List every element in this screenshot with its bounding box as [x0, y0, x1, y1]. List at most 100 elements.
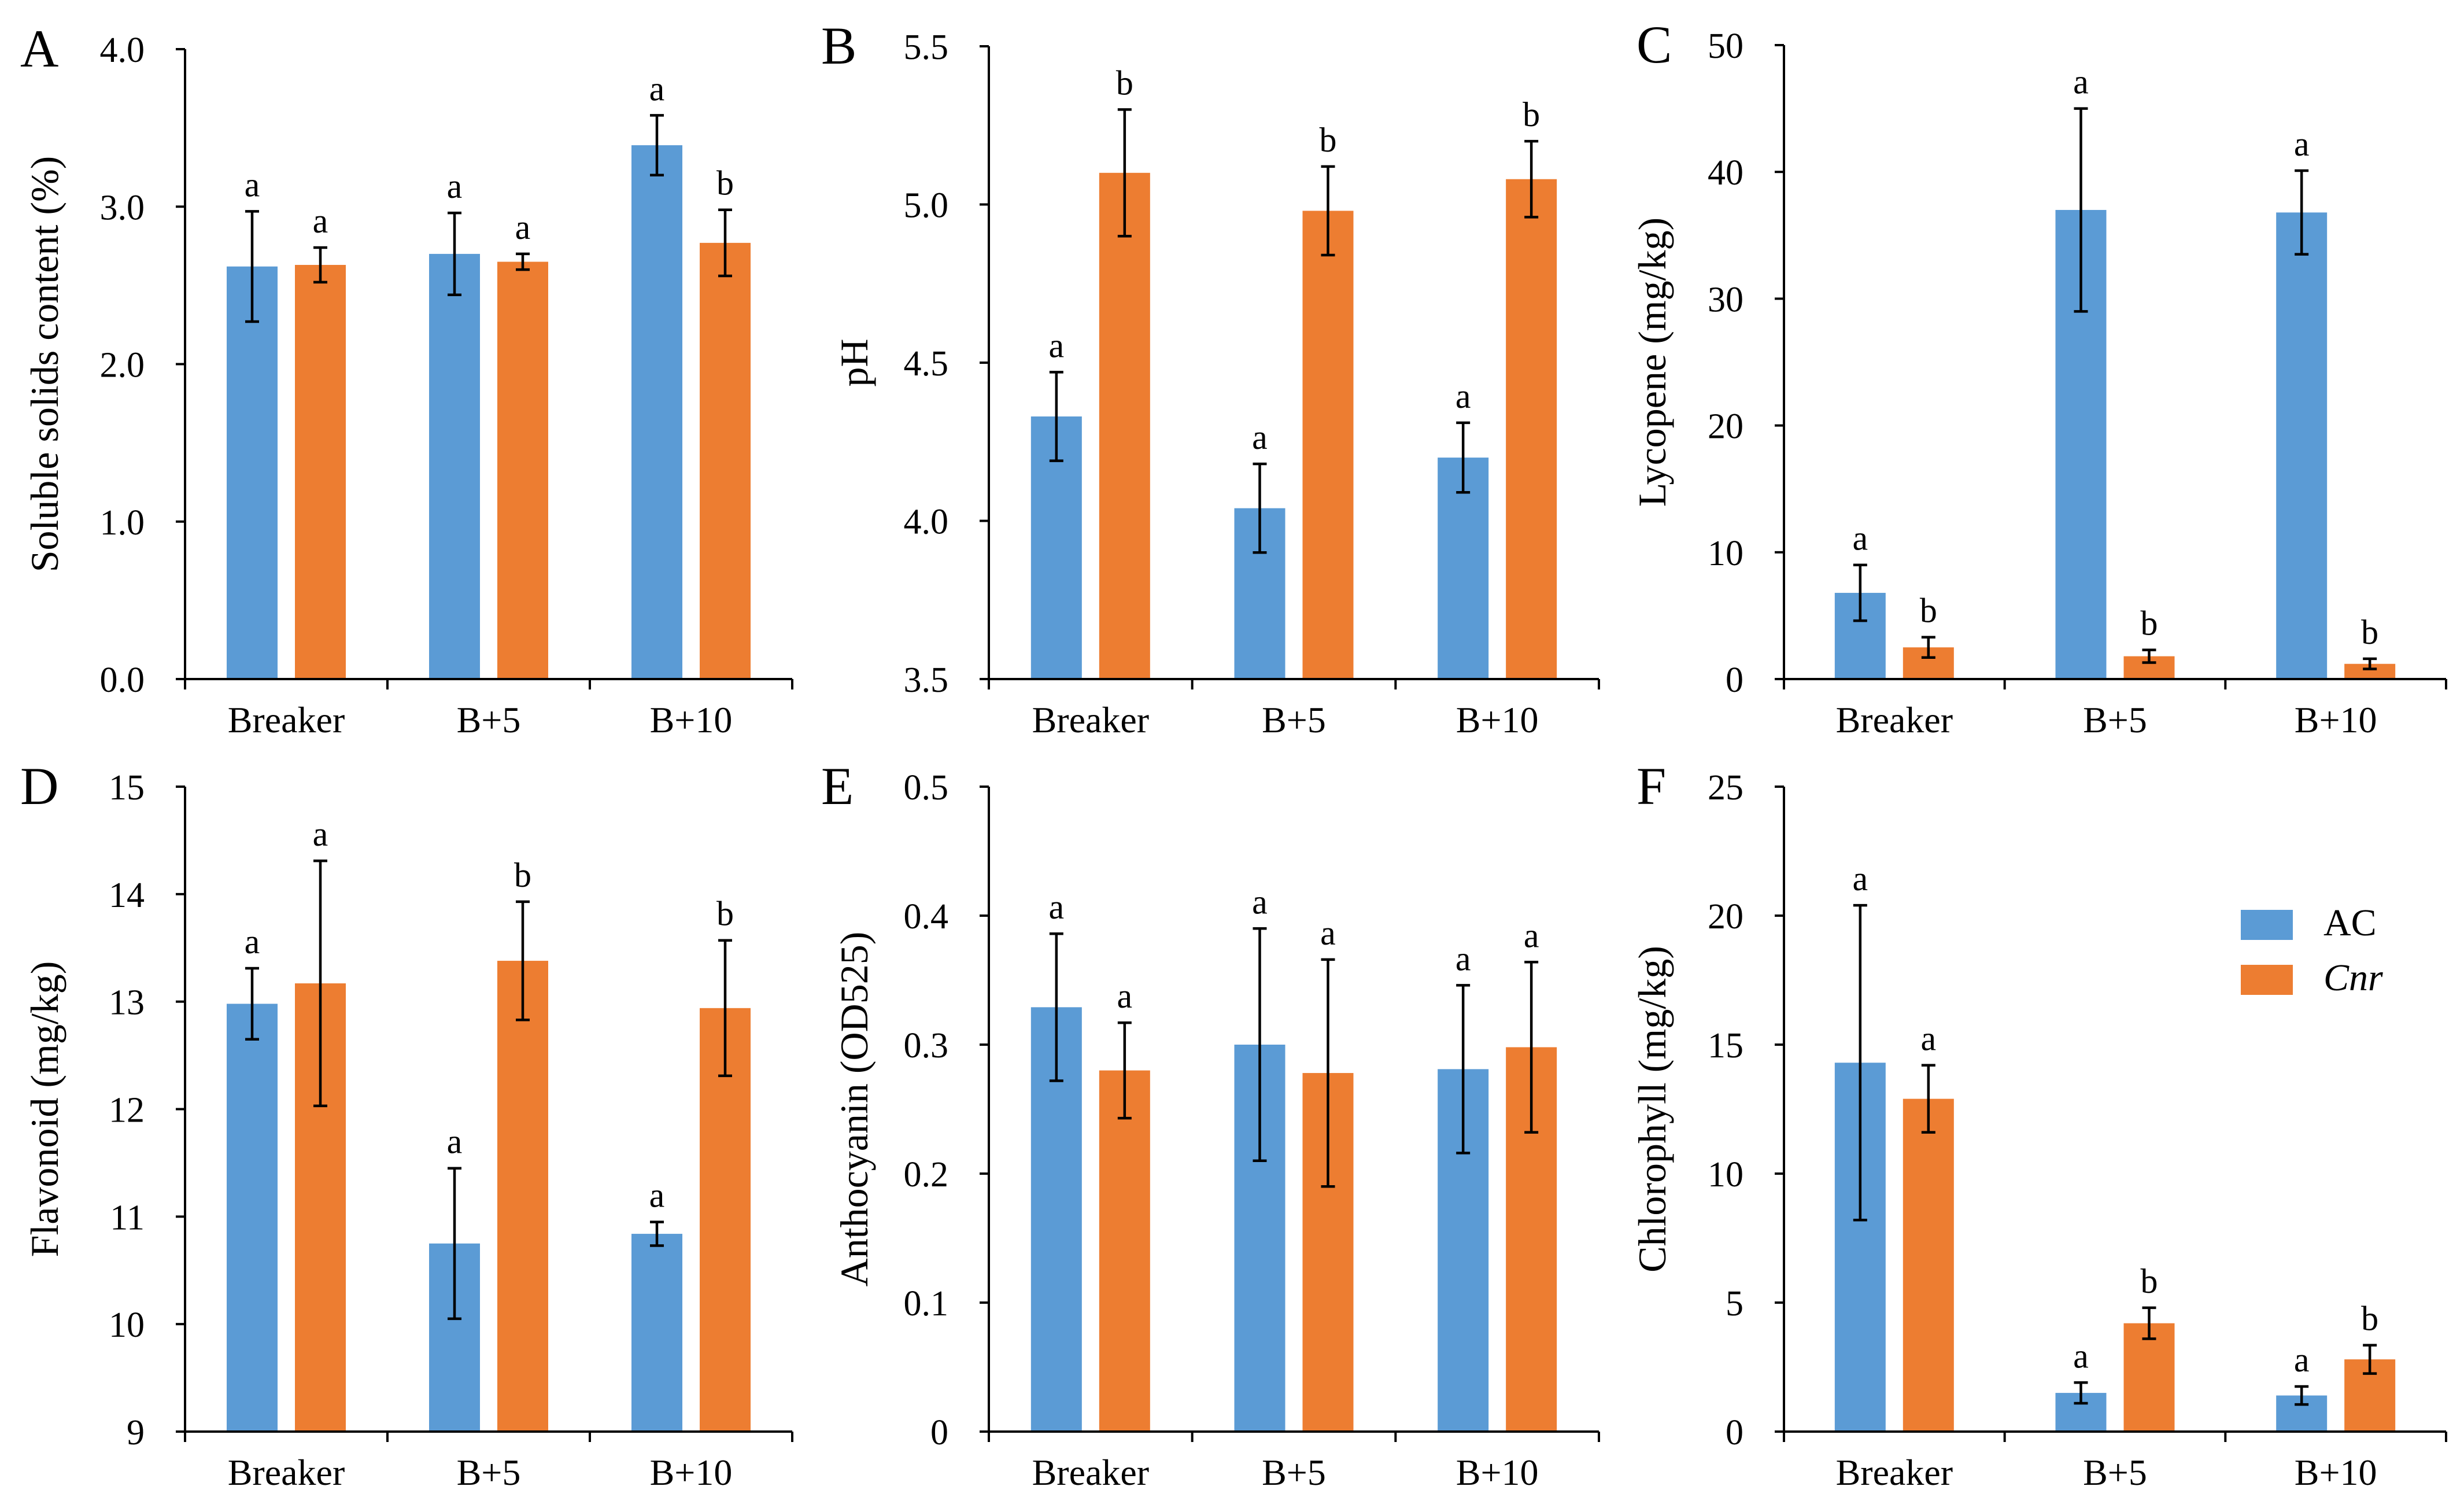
y-tick-label: 30 [1708, 280, 1743, 319]
y-axis-title: Chlorophyll (mg/kg) [1630, 946, 1674, 1273]
x-tick-label: B+5 [2083, 1452, 2147, 1493]
error-bar [2295, 1385, 2309, 1406]
significance-letter: a [1320, 914, 1336, 952]
y-tick-label: 4.0 [100, 31, 145, 70]
error-bar [1524, 961, 1539, 1134]
error-bar [1456, 421, 1471, 494]
x-tick-label: B+10 [650, 699, 733, 740]
significance-letter: a [245, 165, 260, 204]
y-axis-title: Lycopene (mg/kg) [1630, 217, 1674, 507]
panel-letter: E [821, 757, 854, 816]
y-tick-label: 20 [1708, 897, 1743, 936]
error-bar [1456, 984, 1471, 1155]
bar-ac-b10 [631, 1234, 682, 1432]
y-tick-label: 5.5 [904, 28, 949, 67]
x-tick-label: B+10 [1456, 699, 1539, 740]
error-bar [1321, 165, 1335, 257]
x-tick-label: Breaker [1836, 1452, 1953, 1493]
y-tick-label: 10 [1708, 1155, 1743, 1194]
panel-a: A Soluble solids content (%) a a a a a b 0.0 1.0 2… [20, 19, 793, 740]
bar-ac-b10 [631, 145, 682, 679]
error-bar [245, 967, 259, 1041]
bar-cnr-breaker [1903, 1098, 1954, 1432]
panel-b: BpH a a a b b b 3.5 4.0 4.5 5.0 5.5 Breaker B+5 B+10 [821, 16, 1600, 740]
error-bar [313, 859, 327, 1108]
y-tick-label: 5.0 [904, 186, 949, 226]
significance-letter: b [716, 895, 734, 933]
error-bar [650, 1220, 664, 1247]
legend-label-ac: AC [2323, 902, 2377, 944]
error-bar [2363, 657, 2377, 670]
x-tick-label: B+10 [2295, 1452, 2377, 1493]
error-bar [718, 208, 732, 278]
x-tick-label: Breaker [1836, 699, 1953, 740]
x-tick-label: B+5 [457, 699, 521, 740]
y-tick-label: 0.0 [100, 661, 145, 700]
significance-letter: a [1117, 977, 1133, 1015]
bar-cnr-b10 [700, 242, 751, 679]
y-axis-title: Soluble solids content (%) [23, 156, 67, 573]
panel-letter: C [1636, 15, 1672, 74]
significance-letter: a [447, 1123, 463, 1161]
y-tick-label: 50 [1708, 27, 1743, 66]
bar-ac-b10 [2276, 212, 2328, 679]
legend-swatch-cnr [2241, 965, 2293, 995]
bar-ac-breaker [227, 1004, 278, 1432]
significance-letter: a [649, 69, 665, 108]
bar-cnr-b10 [1506, 179, 1557, 679]
y-tick-label: 0.2 [904, 1155, 949, 1194]
y-tick-label: 14 [109, 876, 145, 915]
legend: AC Cnr [2241, 902, 2383, 999]
significance-letter: a [1853, 860, 1868, 898]
significance-letter: a [1456, 377, 1471, 415]
x-tick-label: Breaker [1032, 699, 1150, 740]
error-bar [1253, 927, 1267, 1162]
y-tick-label: 0.5 [904, 768, 949, 807]
error-bar [1049, 932, 1063, 1082]
x-tick-label: B+5 [1262, 1452, 1326, 1493]
error-bar [1524, 139, 1539, 219]
x-tick-label: Breaker [228, 1452, 345, 1493]
error-bar [1117, 1021, 1132, 1120]
bar-cnr-b5 [1302, 211, 1354, 679]
y-tick-label: 10 [109, 1306, 145, 1345]
error-bar [2295, 169, 2309, 256]
significance-letter: a [1456, 939, 1471, 978]
error-bar [2142, 648, 2156, 664]
error-bar [1853, 563, 1867, 622]
y-tick-label: 4.5 [904, 344, 949, 383]
x-tick-label: B+10 [1456, 1452, 1539, 1493]
bar-cnr-b5 [2123, 1323, 2175, 1432]
error-bar [1921, 636, 1935, 659]
y-tick-label: 11 [110, 1198, 145, 1237]
panel-d: D Flavonoid (mg/kg) a a a a b b 9 10 11 12 13 14 15 Bre… [20, 757, 793, 1493]
error-bar [1253, 462, 1267, 554]
y-tick-label: 10 [1708, 534, 1743, 573]
y-tick-label: 25 [1708, 768, 1743, 807]
error-bar [2074, 107, 2088, 313]
error-bar [1921, 1064, 1935, 1134]
significance-letter: a [1252, 418, 1268, 456]
panel-letter: B [821, 16, 856, 75]
bar-cnr-breaker [1099, 172, 1150, 679]
legend-label-cnr: Cnr [2323, 957, 2383, 999]
error-bar [2142, 1306, 2156, 1340]
x-tick-label: B+5 [2083, 699, 2147, 740]
significance-letter: a [1049, 326, 1065, 364]
significance-letter: b [1320, 121, 1337, 159]
bar-ac-breaker [227, 266, 278, 680]
significance-letter: a [2073, 63, 2089, 101]
significance-letter: a [245, 923, 260, 961]
error-bar [1853, 903, 1867, 1222]
y-tick-label: 3.0 [100, 188, 145, 227]
bar-cnr-b5 [497, 961, 548, 1432]
y-tick-label: 15 [109, 768, 145, 807]
significance-letter: a [1049, 888, 1065, 926]
error-bar [1321, 958, 1335, 1188]
significance-letter: a [1853, 519, 1868, 558]
error-bar [2074, 1381, 2088, 1405]
error-bar [448, 211, 461, 296]
error-bar [718, 939, 732, 1078]
panel-f: F Chlorophyll (mg/kg) a a a a b b 0 5 10 15 20 25 Brea… [1630, 757, 2447, 1493]
y-axis-title: Flavonoid (mg/kg) [23, 961, 67, 1257]
